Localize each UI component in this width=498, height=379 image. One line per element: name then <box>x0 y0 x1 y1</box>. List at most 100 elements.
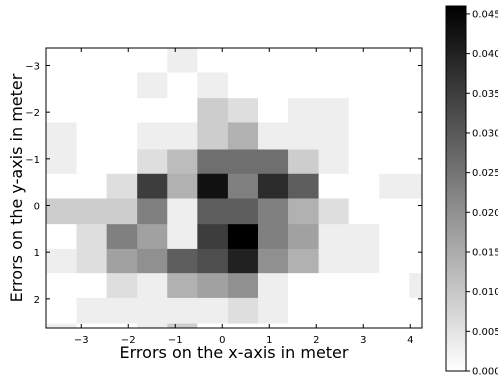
heatmap-cell <box>167 173 198 199</box>
heatmap-cell <box>348 48 380 73</box>
heatmap-cell <box>137 98 168 123</box>
heatmap-cell <box>46 173 77 199</box>
heatmap-cell <box>348 323 380 329</box>
heatmap-cell <box>137 122 168 150</box>
heatmap-cell <box>76 224 108 250</box>
heatmap-cell <box>288 149 319 175</box>
x-axis-title: Errors on the x-axis in meter <box>120 343 349 362</box>
y-axis-ticks: −3 −2 −1 0 1 2 <box>25 62 422 306</box>
heatmap-cell <box>257 122 289 150</box>
heatmap-cell <box>197 198 229 225</box>
heatmap-cell <box>167 122 198 150</box>
heatmap-cell <box>379 248 410 274</box>
colorbar <box>445 5 467 372</box>
heatmap-cell <box>167 224 198 250</box>
heatmap-cell <box>257 149 289 175</box>
heatmap-cell <box>197 224 229 250</box>
heatmap-cell <box>227 224 259 250</box>
heatmap-cell <box>106 173 138 199</box>
heatmap-cell <box>409 72 423 99</box>
y-tick-label: −2 <box>25 108 40 119</box>
heatmap-cell <box>46 224 77 250</box>
y-tick-label: −1 <box>25 155 40 166</box>
heatmap-cell <box>167 323 198 329</box>
heatmap-cell <box>348 98 380 123</box>
heatmap-cell <box>137 248 168 274</box>
colorbar-tick-label: 0.025 <box>472 168 498 179</box>
y-tick-label: 2 <box>34 295 40 306</box>
heatmap-cell <box>106 72 138 99</box>
heatmap-cell <box>348 149 380 175</box>
heatmap-cell <box>288 248 319 274</box>
heatmap-cell <box>76 98 108 123</box>
heatmap-cell <box>348 224 380 250</box>
heatmap-cell <box>137 198 168 225</box>
colorbar-tick-label: 0.030 <box>472 128 498 139</box>
heatmap-cell <box>76 72 108 99</box>
heatmap-cell <box>106 122 138 150</box>
heatmap-cell <box>348 72 380 99</box>
heatmap-cell <box>197 122 229 150</box>
heatmap-cell <box>167 248 198 274</box>
heatmap-cell <box>409 173 423 199</box>
x-axis-ticks: −3 −2 −1 0 1 2 3 4 <box>74 48 413 346</box>
heatmap-cell <box>257 297 289 324</box>
heatmap-cell <box>288 122 319 150</box>
heatmap-cell <box>106 198 138 225</box>
heatmap-cell <box>197 149 229 175</box>
colorbar-tick-label: 0.035 <box>472 89 498 100</box>
heatmap-cell <box>348 173 380 199</box>
heatmap-cell <box>348 297 380 324</box>
heatmap-cell <box>227 122 259 150</box>
heatmap-cell <box>348 122 380 150</box>
heatmap-cell <box>227 323 259 329</box>
heatmap-cell <box>46 323 77 329</box>
heatmap-cell <box>137 224 168 250</box>
heatmap-cell <box>76 248 108 274</box>
heatmap-cell <box>257 173 289 199</box>
heatmap-cell <box>106 273 138 299</box>
heatmap-cell <box>379 122 410 150</box>
heatmap-cell <box>379 198 410 225</box>
heatmap-cell <box>257 198 289 225</box>
heatmap-cell <box>46 198 77 225</box>
heatmap-cell <box>257 72 289 99</box>
heatmap-cell <box>379 224 410 250</box>
x-tick-label: 0 <box>219 335 225 346</box>
heatmap-cell <box>167 98 198 123</box>
heatmap-cell <box>76 48 108 73</box>
heatmap-cell <box>409 248 423 274</box>
heatmap-cell <box>106 48 138 73</box>
heatmap-cell <box>106 98 138 123</box>
heatmap-cell <box>76 323 108 329</box>
heatmap-cell <box>318 72 350 99</box>
heatmap-cell <box>167 198 198 225</box>
heatmap-cells <box>46 48 423 329</box>
heatmap-cell <box>409 149 423 175</box>
heatmap-cell <box>197 297 229 324</box>
heatmap-cell <box>409 297 423 324</box>
heatmap-cell <box>167 273 198 299</box>
heatmap-cell <box>46 248 77 274</box>
heatmap-cell <box>106 248 138 274</box>
heatmap-cell <box>46 273 77 299</box>
heatmap-cell <box>46 122 77 150</box>
heatmap-cell <box>76 149 108 175</box>
y-tick-label: 1 <box>34 248 40 259</box>
heatmap-cell <box>76 122 108 150</box>
heatmap-cell <box>379 98 410 123</box>
heatmap-cell <box>257 98 289 123</box>
heatmap-cell <box>227 48 259 73</box>
heatmap-cell <box>288 72 319 99</box>
heatmap-cell <box>76 198 108 225</box>
heatmap-cell <box>227 72 259 99</box>
heatmap-cell <box>318 98 350 123</box>
colorbar-tick-label: 0.040 <box>472 49 498 60</box>
colorbar-tick-label: 0.045 <box>472 9 498 20</box>
heatmap-cell <box>318 273 350 299</box>
heatmap-cell <box>409 98 423 123</box>
x-tick-label: 2 <box>313 335 319 346</box>
heatmap-cell <box>409 48 423 73</box>
heatmap-cell <box>227 248 259 274</box>
heatmap-cell <box>348 248 380 274</box>
